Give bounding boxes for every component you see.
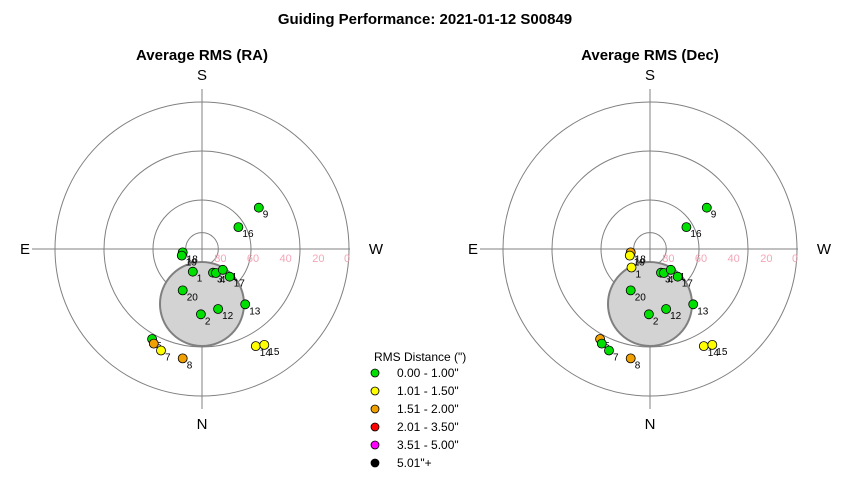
data-point [177,285,188,296]
point-label: 9 [263,210,269,221]
legend-marker [370,404,380,414]
point-label: 18 [635,254,647,265]
legend-marker [370,422,380,432]
compass-east: E [468,241,478,258]
altitude-tick-label: 20 [760,253,772,265]
data-point [596,338,607,349]
data-point [148,338,159,349]
legend-marker [370,368,380,378]
legend-entry-label: 1.51 - 2.00" [397,402,459,416]
point-label: 19 [634,258,646,269]
data-point [672,271,683,282]
legend-marker [370,458,380,468]
data-point [259,339,270,350]
point-label: 8 [187,360,193,371]
data-point [187,266,198,277]
data-point [233,222,244,233]
altitude-tick-label: 0 [792,253,798,265]
rms-legend: RMS Distance (") 0.00 - 1.00" 1.01 - 1.50… [370,350,466,470]
point-label: 17 [234,279,246,290]
altitude-tick-label: 20 [312,253,324,265]
altitude-tick-label: 0 [344,253,350,265]
point-label: 15 [268,347,280,358]
point-label: 2 [653,316,659,327]
compass-west: W [817,241,832,258]
point-label: 1 [197,274,203,285]
data-point [681,222,692,233]
legend-entry-label: 1.01 - 1.50" [397,384,459,398]
point-label: 3 [217,275,223,286]
data-point [701,202,712,213]
point-label: 7 [613,353,619,364]
altitude-tick-label: 80 [214,253,226,265]
compass-south: S [645,67,655,84]
point-label: 17 [682,279,694,290]
data-point [604,345,614,356]
legend-entry-label: 0.00 - 1.00" [397,366,459,380]
point-label: 2 [205,316,211,327]
point-label: 20 [635,292,647,303]
point-label: 14 [708,348,720,359]
point-label: 4 [668,275,674,286]
point-label: 13 [697,306,709,317]
data-point [177,353,188,364]
compass-south: S [197,67,207,84]
dec-polar-panel: Average RMS (Dec)SNEW8060402001234567891… [468,47,832,433]
point-label: 1 [636,270,642,281]
compass-north: N [197,416,208,433]
data-point [707,339,718,350]
data-point [665,264,676,275]
data-point [624,250,635,261]
legend-entry-label: 5.01"+ [397,456,432,470]
legend-marker [370,386,380,396]
data-point [217,264,228,275]
data-point [644,309,654,320]
point-label: 16 [242,229,254,240]
data-point [195,309,206,320]
altitude-tick-label: 40 [728,253,740,265]
point-label: 14 [260,348,272,359]
ra-polar-panel: Average RMS (RA)SNEW80604020012345678911… [20,47,384,433]
compass-east: E [20,241,30,258]
data-point [156,345,166,356]
data-point [213,304,224,314]
data-point [224,271,235,282]
data-point [661,304,671,314]
point-label: 4 [220,275,226,286]
legend-marker [370,440,380,450]
point-label: 8 [635,360,641,371]
data-point [625,285,636,296]
figure-title: Guiding Performance: 2021-01-12 S00849 [278,11,572,28]
point-label: 9 [711,210,717,221]
point-label: 7 [165,353,171,364]
point-label: 13 [249,306,261,317]
point-label: 12 [670,311,682,322]
altitude-tick-label: 80 [662,253,674,265]
point-label: 3 [665,275,671,286]
data-point [176,250,187,261]
data-point [240,299,251,310]
altitude-tick-label: 60 [247,253,259,265]
data-point [253,202,264,213]
legend-entry-label: 3.51 - 5.00" [397,438,459,452]
point-label: 19 [186,258,198,269]
point-label: 12 [222,311,234,322]
data-point [625,353,636,364]
point-label: 15 [716,347,728,358]
panel-title: Average RMS (RA) [136,47,268,64]
point-label: 18 [187,254,199,265]
point-label: 16 [690,229,702,240]
data-point [626,262,637,273]
legend-title: RMS Distance (") [374,350,466,364]
compass-north: N [645,416,656,433]
altitude-tick-label: 40 [280,253,292,265]
data-point [688,299,699,310]
point-label: 20 [187,292,199,303]
legend-entry-label: 2.01 - 3.50" [397,420,459,434]
compass-west: W [369,241,384,258]
altitude-tick-label: 60 [695,253,707,265]
panel-title: Average RMS (Dec) [581,47,719,64]
